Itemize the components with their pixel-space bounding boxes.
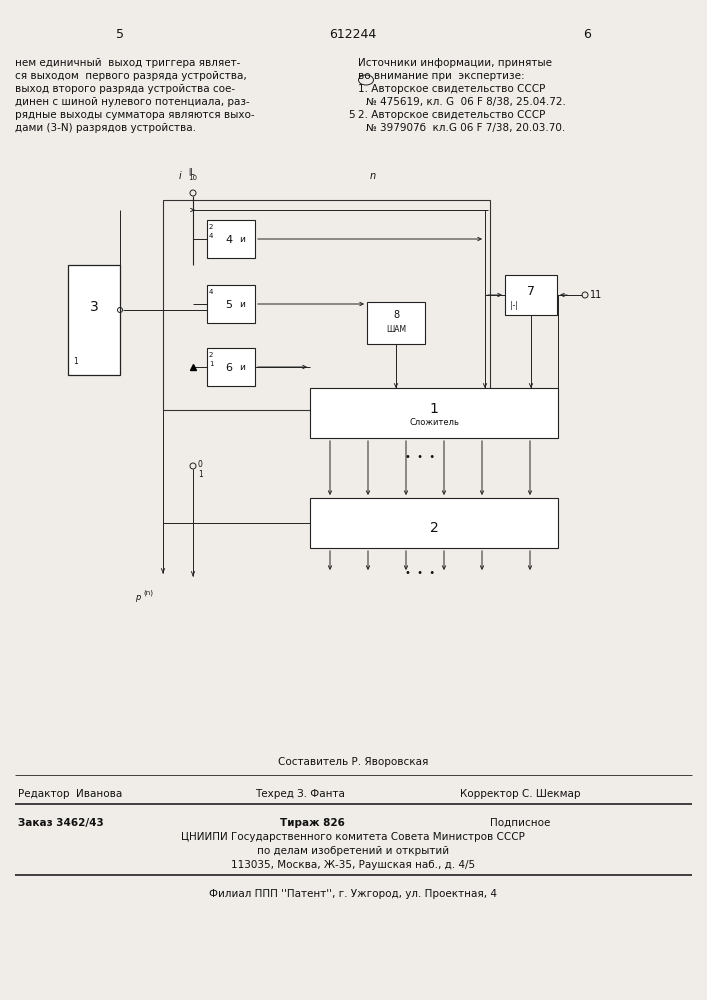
Text: Филиал ППП ''Патент'', г. Ужгород, ул. Проектная, 4: Филиал ППП ''Патент'', г. Ужгород, ул. П… <box>209 889 497 899</box>
Text: и: и <box>239 300 245 309</box>
Text: № 397907б  кл.G 06 F 7/38, 20.03.70.: № 397907б кл.G 06 F 7/38, 20.03.70. <box>366 123 566 133</box>
Text: i: i <box>179 171 182 181</box>
Text: Техред З. Фанта: Техред З. Фанта <box>255 789 345 799</box>
Text: 2: 2 <box>209 352 214 358</box>
Text: Составитель Р. Яворовская: Составитель Р. Яворовская <box>278 757 428 767</box>
Text: 5: 5 <box>116 28 124 41</box>
Text: 6: 6 <box>226 363 233 373</box>
Text: •  •  •: • • • <box>405 452 435 462</box>
Text: 612244: 612244 <box>329 28 377 41</box>
Text: Сложитель: Сложитель <box>409 418 459 427</box>
Text: 2: 2 <box>209 224 214 230</box>
Text: выход второго разряда устройства сое-: выход второго разряда устройства сое- <box>15 84 235 94</box>
Bar <box>68 265 120 375</box>
Text: ШАМ: ШАМ <box>386 325 406 334</box>
Text: 2: 2 <box>430 521 438 535</box>
Text: 7: 7 <box>527 285 535 298</box>
Text: Редактор  Иванова: Редактор Иванова <box>18 789 122 799</box>
Bar <box>367 302 425 344</box>
Bar <box>310 388 558 438</box>
Text: 4: 4 <box>209 233 214 239</box>
Text: IL: IL <box>188 168 194 177</box>
Text: 4: 4 <box>209 289 214 295</box>
Text: Заказ 3462/43: Заказ 3462/43 <box>18 818 104 828</box>
Text: 0: 0 <box>198 460 203 469</box>
Bar <box>163 200 490 410</box>
Text: Подписное: Подписное <box>490 818 550 828</box>
Text: № 475619, кл. G  06 F 8/38, 25.04.72.: № 475619, кл. G 06 F 8/38, 25.04.72. <box>366 97 566 107</box>
Text: 1: 1 <box>430 402 438 416</box>
Text: 11: 11 <box>590 290 602 300</box>
Text: n: n <box>370 171 376 181</box>
Text: 1. Авторское свидетельство СССР: 1. Авторское свидетельство СССР <box>358 84 545 94</box>
Text: 1: 1 <box>198 470 203 479</box>
Text: ЦНИИПИ Государственного комитета Совета Министров СССР: ЦНИИПИ Государственного комитета Совета … <box>181 832 525 842</box>
Text: 113035, Москва, Ж-35, Раушская наб., д. 4/5: 113035, Москва, Ж-35, Раушская наб., д. … <box>231 860 475 870</box>
Bar <box>207 348 255 386</box>
Text: Источники информации, принятые: Источники информации, принятые <box>358 58 552 68</box>
Text: 2. Авторское свидетельство СССР: 2. Авторское свидетельство СССР <box>358 110 545 120</box>
Text: 4: 4 <box>226 235 233 245</box>
Text: и: и <box>239 235 245 244</box>
Text: по делам изобретений и открытий: по делам изобретений и открытий <box>257 846 449 856</box>
Bar <box>207 285 255 323</box>
Text: 6: 6 <box>583 28 591 41</box>
Text: 10: 10 <box>188 175 197 181</box>
Text: p: p <box>135 593 141 602</box>
Text: |-|: |-| <box>510 301 518 310</box>
Text: 1: 1 <box>209 361 214 367</box>
Bar <box>310 498 558 548</box>
Text: во внимание при  экспертизе:: во внимание при экспертизе: <box>358 71 525 81</box>
Text: 1: 1 <box>73 357 78 366</box>
Text: динен с шиной нулевого потенциала, раз-: динен с шиной нулевого потенциала, раз- <box>15 97 250 107</box>
Text: и: и <box>239 363 245 372</box>
Text: дами (3-N) разрядов устройства.: дами (3-N) разрядов устройства. <box>15 123 196 133</box>
Text: Корректор С. Шекмар: Корректор С. Шекмар <box>460 789 580 799</box>
Text: Тираж 826: Тираж 826 <box>280 818 345 828</box>
Text: (n): (n) <box>143 590 153 596</box>
Text: 5: 5 <box>348 110 355 120</box>
Text: рядные выходы сумматора являются выхо-: рядные выходы сумматора являются выхо- <box>15 110 255 120</box>
Text: нем единичный  выход триггера являет-: нем единичный выход триггера являет- <box>15 58 240 68</box>
Text: 8: 8 <box>393 310 399 320</box>
Bar <box>207 220 255 258</box>
Text: 3: 3 <box>90 300 98 314</box>
Bar <box>505 275 557 315</box>
Text: ся выходом  первого разряда устройства,: ся выходом первого разряда устройства, <box>15 71 247 81</box>
Text: •  •  •: • • • <box>405 568 435 578</box>
Text: 5: 5 <box>226 300 233 310</box>
